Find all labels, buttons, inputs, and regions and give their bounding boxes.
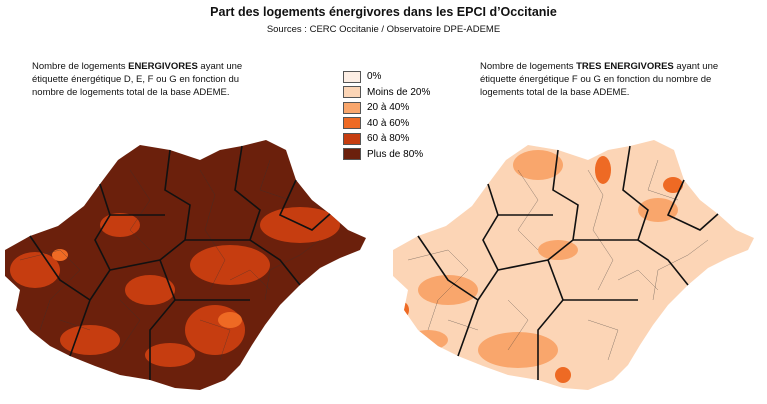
map-energivores — [5, 140, 366, 390]
legend-swatch — [343, 70, 361, 83]
legend-label: Moins de 20% — [367, 86, 431, 98]
subtitle: Sources : CERC Occitanie / Observatoire … — [266, 24, 501, 35]
map-tres-energivores — [393, 140, 754, 390]
legend-swatch — [343, 117, 361, 130]
legend-label: Plus de 80% — [367, 148, 424, 160]
caption-bold: TRES ENERGIVORES — [576, 61, 674, 72]
legend-swatch — [343, 132, 361, 145]
legend-item: 0% — [343, 69, 430, 85]
caption-text: Nombre de logements — [480, 61, 577, 72]
caption-bold: ENERGIVORES — [128, 61, 198, 72]
right-caption: Nombre de logements TRES ENERGIVORES aya… — [480, 60, 720, 99]
legend-label: 20 à 40% — [367, 102, 410, 114]
legend-item: 20 à 40% — [343, 100, 430, 116]
legend-label: 0% — [367, 71, 382, 83]
legend-item: 40 à 60% — [343, 116, 430, 132]
legend-item: Plus de 80% — [343, 147, 430, 163]
caption-text: Nombre de logements — [32, 61, 129, 72]
legend-label: 40 à 60% — [367, 117, 410, 129]
legend: 0% Moins de 20% 20 à 40% 40 à 60% 60 à 80% Pl… — [343, 69, 430, 162]
legend-swatch — [343, 86, 361, 99]
legend-swatch — [343, 101, 361, 114]
legend-swatch — [343, 148, 361, 161]
legend-item: 60 à 80% — [343, 131, 430, 147]
legend-item: Moins de 20% — [343, 85, 430, 101]
legend-label: 60 à 80% — [367, 133, 410, 145]
caption-text: ayant une étiquette énergétique F ou G e… — [480, 61, 719, 98]
title: Part des logements énergivores dans les … — [210, 5, 557, 19]
left-caption: Nombre de logements ENERGIVORES ayant un… — [32, 60, 272, 99]
caption-text: ayant une étiquette énergétique D, E, F … — [32, 61, 243, 98]
